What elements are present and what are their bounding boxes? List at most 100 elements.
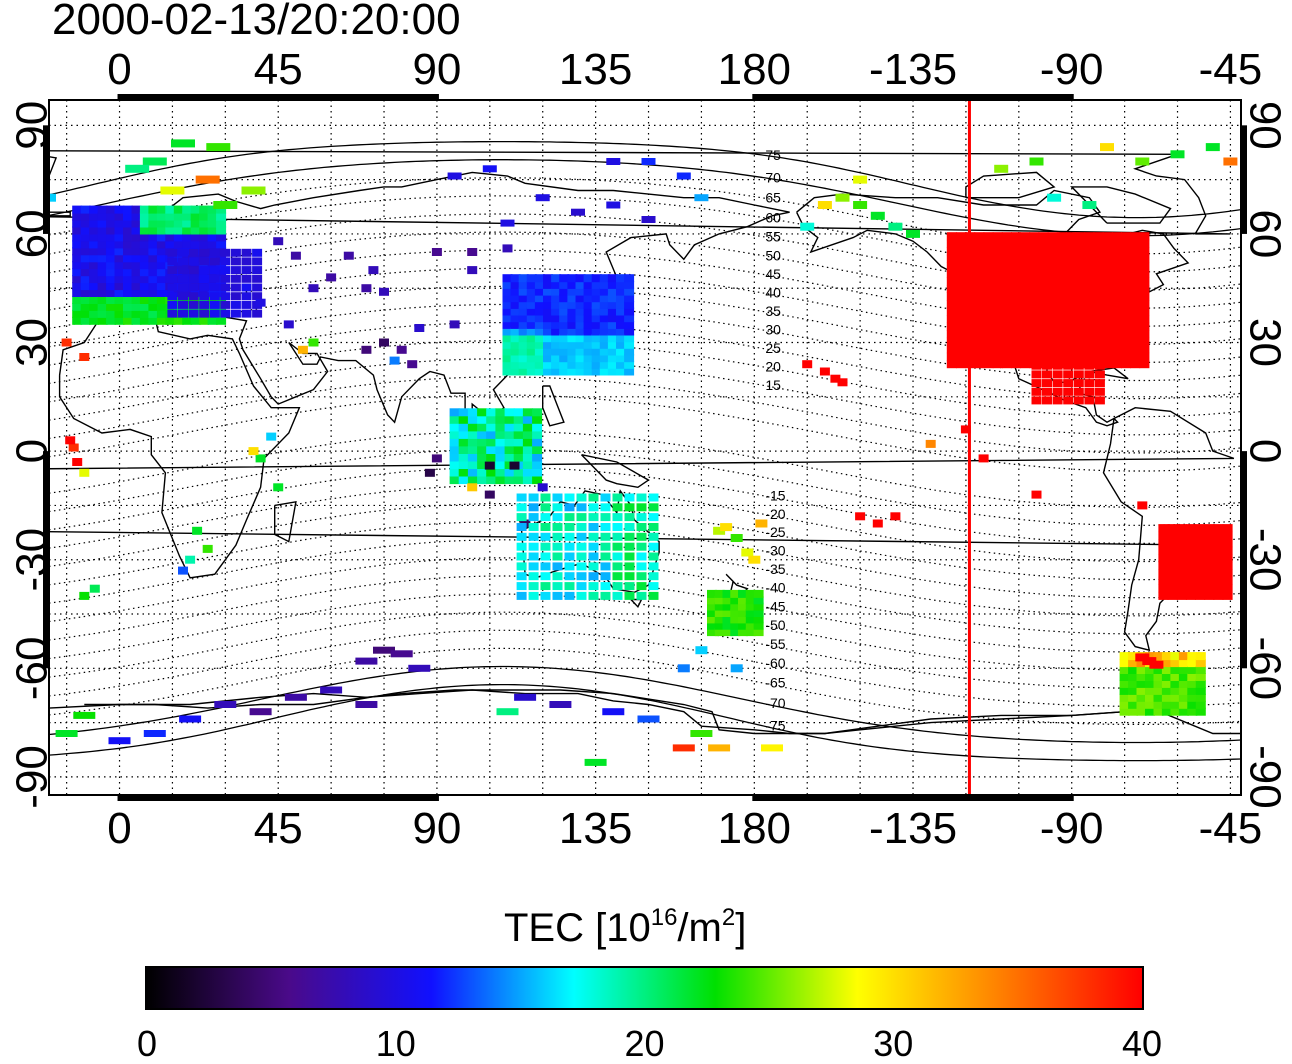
- tec-cell: [89, 268, 100, 277]
- tec-cell: [575, 300, 586, 309]
- frame-bar: [117, 795, 439, 801]
- tec-cell: [528, 562, 539, 571]
- tec-cell: [1145, 686, 1155, 695]
- map-plot-area: 75706560555045403530252015-15-20-25-30-3…: [49, 100, 1241, 795]
- tec-cell: [106, 233, 117, 242]
- tec-cell: [80, 296, 91, 304]
- tec-cell: [1038, 239, 1049, 248]
- tec-cell: [1047, 315, 1058, 324]
- tec-cell: [1084, 330, 1095, 339]
- tec-cell: [730, 609, 741, 617]
- tec-cell: [600, 562, 611, 571]
- tec-cell: [559, 280, 570, 289]
- tec-cell: [1119, 673, 1130, 681]
- tec-cell: [1139, 285, 1150, 293]
- tec-cell: [1178, 679, 1189, 688]
- tec-cell: [209, 300, 220, 309]
- tec-cell: [534, 334, 545, 343]
- tec-cell: [992, 352, 1003, 361]
- tec-cell: [513, 438, 524, 447]
- mlat-contour: [49, 430, 1241, 508]
- tec-cell: [532, 453, 543, 462]
- tec-cell: [209, 274, 220, 283]
- tec-cell: [1001, 262, 1012, 271]
- tec-cell: [72, 205, 83, 214]
- tec-cell: [1187, 707, 1198, 716]
- tec-cell: [738, 609, 748, 617]
- tec-cell: [1213, 531, 1224, 540]
- tec-cell: [1153, 679, 1164, 688]
- tec-cell: [564, 582, 575, 591]
- tec-cell: [1038, 322, 1049, 331]
- tec-cell: [143, 730, 166, 737]
- tec-cell: [1213, 569, 1224, 578]
- tec-cell: [559, 354, 570, 363]
- tec-cell: [486, 438, 497, 447]
- tec-cell: [1001, 352, 1012, 361]
- mlat-contour-label: -25: [765, 524, 785, 540]
- tec-cell: [1121, 292, 1131, 301]
- tec-cell: [974, 254, 985, 263]
- tec-cell: [156, 316, 167, 325]
- tec-cell: [583, 274, 594, 283]
- tec-cell: [1042, 361, 1052, 370]
- tec-cell: [467, 453, 478, 462]
- tec-cell: [148, 296, 159, 304]
- tec-cell: [502, 274, 513, 283]
- lat-label-right: -30: [1241, 528, 1290, 592]
- tec-cell: [431, 454, 442, 463]
- tec-cell: [156, 212, 167, 221]
- tec-cell: [1222, 584, 1233, 593]
- tec-cell: [504, 415, 515, 424]
- lat-label-right: -60: [1241, 637, 1290, 701]
- tec-cell: [89, 282, 100, 291]
- tec-cell: [983, 262, 994, 271]
- tec-cell: [80, 261, 91, 270]
- tec-cell: [106, 261, 117, 270]
- tec-cell: [974, 277, 985, 286]
- tec-cell: [992, 254, 1003, 263]
- tec-cell: [607, 314, 618, 323]
- tec-cell: [458, 438, 469, 447]
- tec-cell: [753, 589, 764, 598]
- tec-cell: [114, 309, 125, 318]
- tec-cell: [1075, 315, 1086, 324]
- tec-cell: [551, 340, 562, 349]
- tec-cell: [1167, 576, 1178, 585]
- tec-cell: [872, 519, 883, 528]
- lat-label-left: -60: [7, 637, 56, 701]
- tec-cell: [207, 233, 218, 242]
- tec-cell: [607, 320, 618, 329]
- tec-cell: [575, 287, 586, 296]
- mlat-contour: [49, 140, 1241, 219]
- map-title: 2000-02-13/20:20:00: [52, 0, 461, 44]
- tec-cell: [156, 240, 167, 249]
- tec-cell: [599, 347, 610, 356]
- tec-cell: [1195, 700, 1206, 709]
- mlat-contour-label: 65: [765, 190, 781, 206]
- tec-cell: [139, 205, 150, 214]
- tec-cell: [97, 289, 108, 297]
- tec-cell: [1001, 300, 1012, 308]
- tec-cell: [1139, 352, 1150, 361]
- tec-cell: [1029, 330, 1040, 339]
- tec-cell: [1161, 707, 1172, 716]
- tec-cell: [583, 347, 594, 356]
- colorbar-label-end: ]: [735, 906, 747, 950]
- tec-cell: [559, 294, 570, 303]
- tec-cell: [599, 320, 610, 329]
- tec-cell: [182, 212, 193, 221]
- tec-cell: [484, 461, 495, 470]
- tec-cell: [486, 423, 497, 432]
- coastline: [630, 598, 643, 609]
- tec-cell: [1075, 292, 1086, 301]
- tec-cell: [1093, 337, 1104, 346]
- tec-cell: [72, 302, 83, 311]
- tec-cell: [575, 347, 586, 356]
- tec-cell: [1222, 531, 1233, 540]
- tec-cell: [616, 280, 626, 289]
- tec-cell: [241, 257, 252, 266]
- tec-cell: [1102, 232, 1113, 241]
- tec-cell: [516, 582, 527, 591]
- tec-cell: [575, 327, 586, 336]
